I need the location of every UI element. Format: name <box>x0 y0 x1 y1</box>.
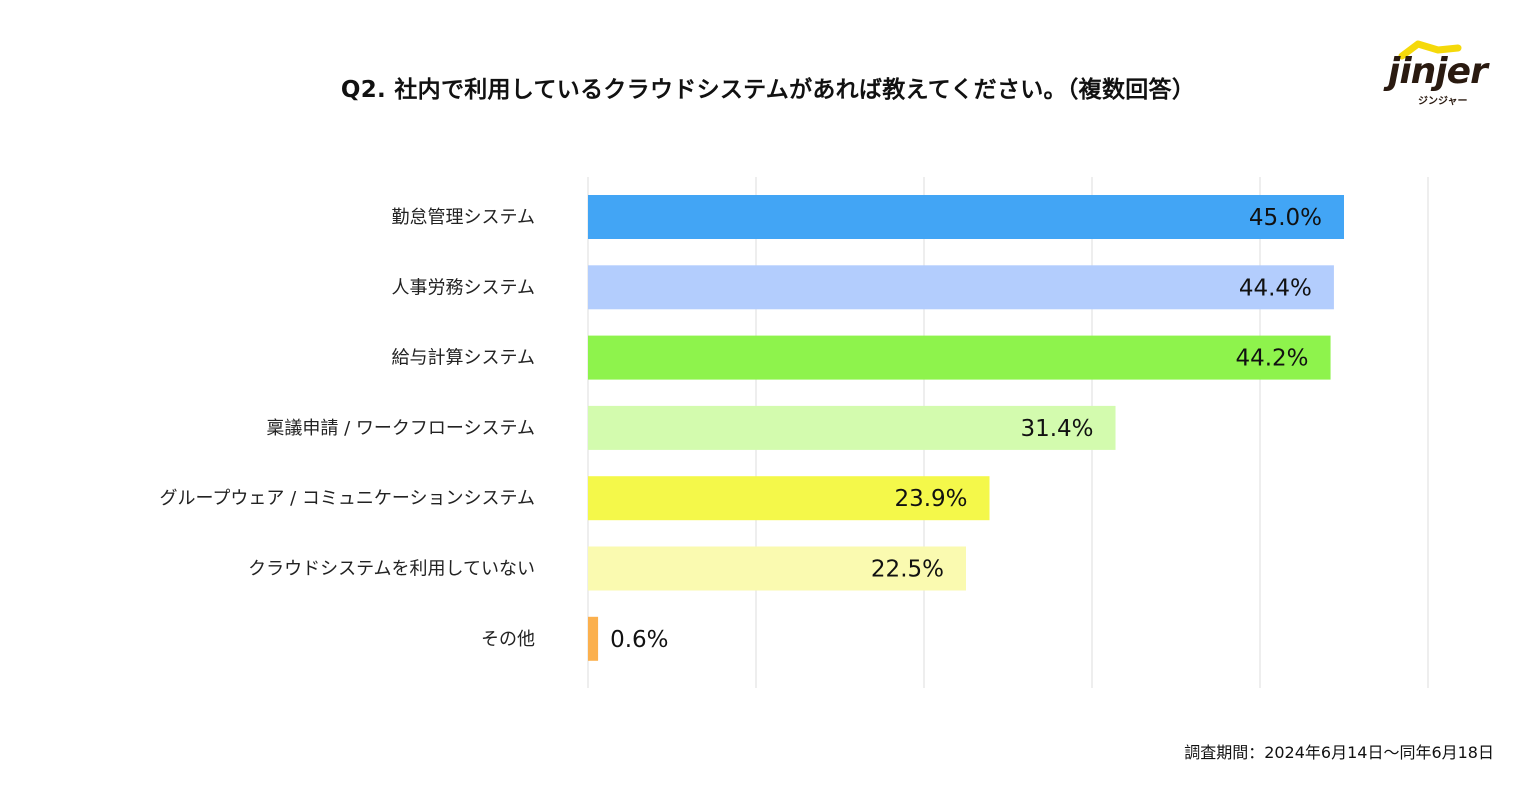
jinjer-logo: jinjer ジンジャー <box>1384 36 1504 107</box>
category-label-3: 稟議申請 / ワークフローシステム <box>266 418 535 439</box>
value-label-5: 22.5% <box>871 557 944 583</box>
value-label-4: 23.9% <box>894 486 967 512</box>
category-label-1: 人事労務システム <box>392 277 535 298</box>
category-label-4: グループウェア / コミュニケーションシステム <box>159 488 535 509</box>
value-label-0: 45.0% <box>1249 205 1322 231</box>
value-label-3: 31.4% <box>1020 416 1093 442</box>
logo-roof-icon <box>1398 40 1462 60</box>
bar-3 <box>588 405 1116 450</box>
logo-wordmark: jinjer <box>1388 51 1488 92</box>
chart-title: Q2. 社内で利用しているクラウドシステムがあれば教えてください。（複数回答） <box>340 77 1196 103</box>
category-label-5: クラウドシステムを利用していない <box>248 559 535 580</box>
bar-0 <box>588 195 1344 239</box>
chart-bars <box>588 195 1344 661</box>
bar-4 <box>588 476 990 521</box>
value-label-1: 44.4% <box>1239 275 1312 301</box>
category-label-0: 勤怠管理システム <box>392 207 535 228</box>
value-label-6: 0.6% <box>610 627 668 653</box>
survey-period-note: 調査期間：2024年6月14日〜同年6月18日 <box>1184 743 1494 762</box>
logo-roof-shape <box>1398 40 1462 60</box>
chart-value-labels: 45.0% 44.4% 44.2% 31.4% 23.9% 22.5% 0.6% <box>610 205 1322 653</box>
bar-5 <box>588 546 966 591</box>
logo-subtitle: ジンジャー <box>1418 96 1468 107</box>
value-label-2: 44.2% <box>1235 346 1308 372</box>
bar-2 <box>588 335 1331 380</box>
bar-6 <box>588 616 599 661</box>
bar-1 <box>588 265 1334 310</box>
category-label-6: その他 <box>481 629 535 650</box>
category-label-2: 給与計算システム <box>392 348 535 369</box>
